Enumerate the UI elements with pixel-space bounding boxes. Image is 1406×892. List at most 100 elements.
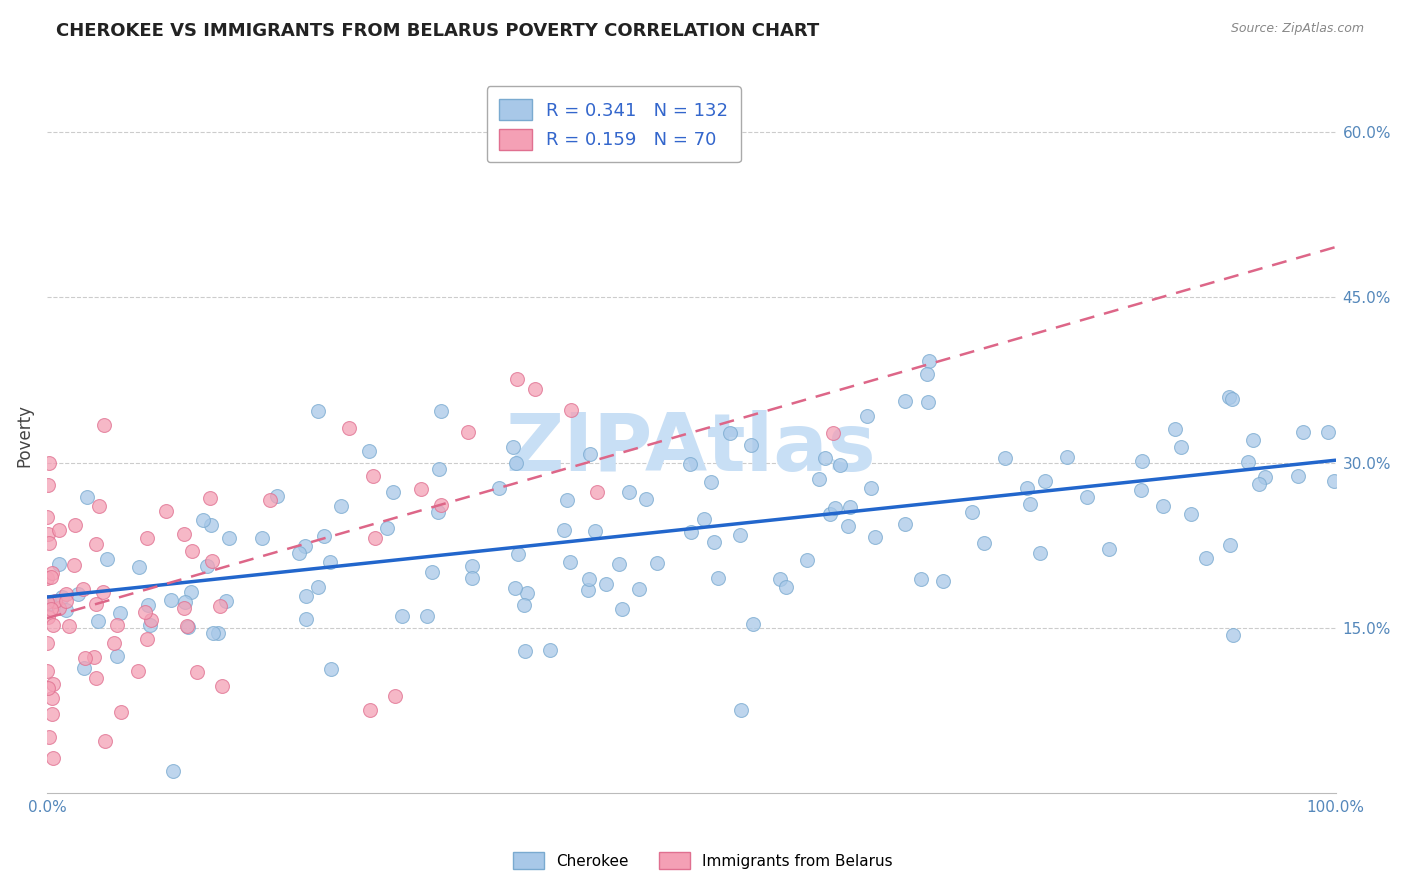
Point <box>856 409 879 424</box>
Point <box>384 689 406 703</box>
Point <box>42 751 65 765</box>
Point <box>1218 390 1240 404</box>
Point <box>41 566 63 581</box>
Point <box>84 597 107 611</box>
Point <box>741 617 763 632</box>
Point <box>180 585 202 599</box>
Point <box>859 481 882 495</box>
Point <box>357 444 380 458</box>
Point <box>93 418 115 433</box>
Point <box>173 527 195 541</box>
Point <box>1033 474 1056 488</box>
Point <box>703 535 725 549</box>
Point <box>337 421 360 435</box>
Point <box>209 599 232 613</box>
Point <box>84 537 107 551</box>
Point <box>38 535 60 549</box>
Point <box>1076 490 1098 504</box>
Point <box>180 543 202 558</box>
Point <box>134 606 156 620</box>
Point <box>364 531 387 545</box>
Point <box>586 484 609 499</box>
Point <box>1180 507 1202 521</box>
Point <box>512 598 534 612</box>
Point <box>576 582 599 597</box>
Point <box>430 499 453 513</box>
Point <box>160 592 183 607</box>
Text: Source: ZipAtlas.com: Source: ZipAtlas.com <box>1230 22 1364 36</box>
Point <box>430 403 453 417</box>
Point <box>1129 483 1152 497</box>
Point <box>813 450 835 465</box>
Point <box>718 425 741 440</box>
Point <box>103 636 125 650</box>
Point <box>37 681 59 695</box>
Point <box>796 552 818 566</box>
Point <box>39 602 62 616</box>
Point <box>538 643 561 657</box>
Point <box>83 649 105 664</box>
Point <box>37 610 59 624</box>
Point <box>1237 455 1260 469</box>
Point <box>1152 499 1174 513</box>
Point <box>155 504 177 518</box>
Point <box>560 403 582 417</box>
Point <box>516 586 538 600</box>
Point <box>728 528 751 542</box>
Point <box>932 574 955 588</box>
Point <box>314 529 336 543</box>
Point <box>76 490 98 504</box>
Point <box>1219 538 1241 552</box>
Point <box>578 572 600 586</box>
Legend: Cherokee, Immigrants from Belarus: Cherokee, Immigrants from Belarus <box>508 846 898 875</box>
Point <box>86 614 108 628</box>
Point <box>420 565 443 579</box>
Point <box>382 484 405 499</box>
Point <box>48 557 70 571</box>
Point <box>457 425 479 439</box>
Point <box>319 555 342 569</box>
Point <box>287 546 309 560</box>
Point <box>578 447 600 461</box>
Point <box>461 571 484 585</box>
Point <box>37 595 59 609</box>
Point <box>128 560 150 574</box>
Point <box>186 665 208 679</box>
Point <box>91 584 114 599</box>
Point <box>607 558 630 572</box>
Point <box>295 612 318 626</box>
Point <box>506 372 529 386</box>
Point <box>294 589 316 603</box>
Point <box>1056 450 1078 464</box>
Point <box>110 705 132 719</box>
Point <box>307 580 329 594</box>
Point <box>200 518 222 533</box>
Point <box>252 532 274 546</box>
Point <box>41 707 63 722</box>
Point <box>37 571 59 585</box>
Point <box>73 651 96 665</box>
Point <box>211 679 233 693</box>
Point <box>375 521 398 535</box>
Point <box>72 582 94 597</box>
Point <box>37 478 59 492</box>
Point <box>136 599 159 613</box>
Point <box>139 613 162 627</box>
Point <box>94 733 117 747</box>
Point <box>700 475 723 489</box>
Point <box>973 536 995 550</box>
Point <box>63 558 86 572</box>
Point <box>361 469 384 483</box>
Point <box>1249 476 1271 491</box>
Point <box>35 664 58 678</box>
Point <box>821 426 844 441</box>
Point <box>505 456 527 470</box>
Point <box>105 648 128 663</box>
Point <box>330 499 353 513</box>
Point <box>73 661 96 675</box>
Text: ZIPAtlas: ZIPAtlas <box>506 410 876 488</box>
Point <box>416 609 439 624</box>
Point <box>138 617 160 632</box>
Point <box>359 703 381 717</box>
Point <box>51 590 73 604</box>
